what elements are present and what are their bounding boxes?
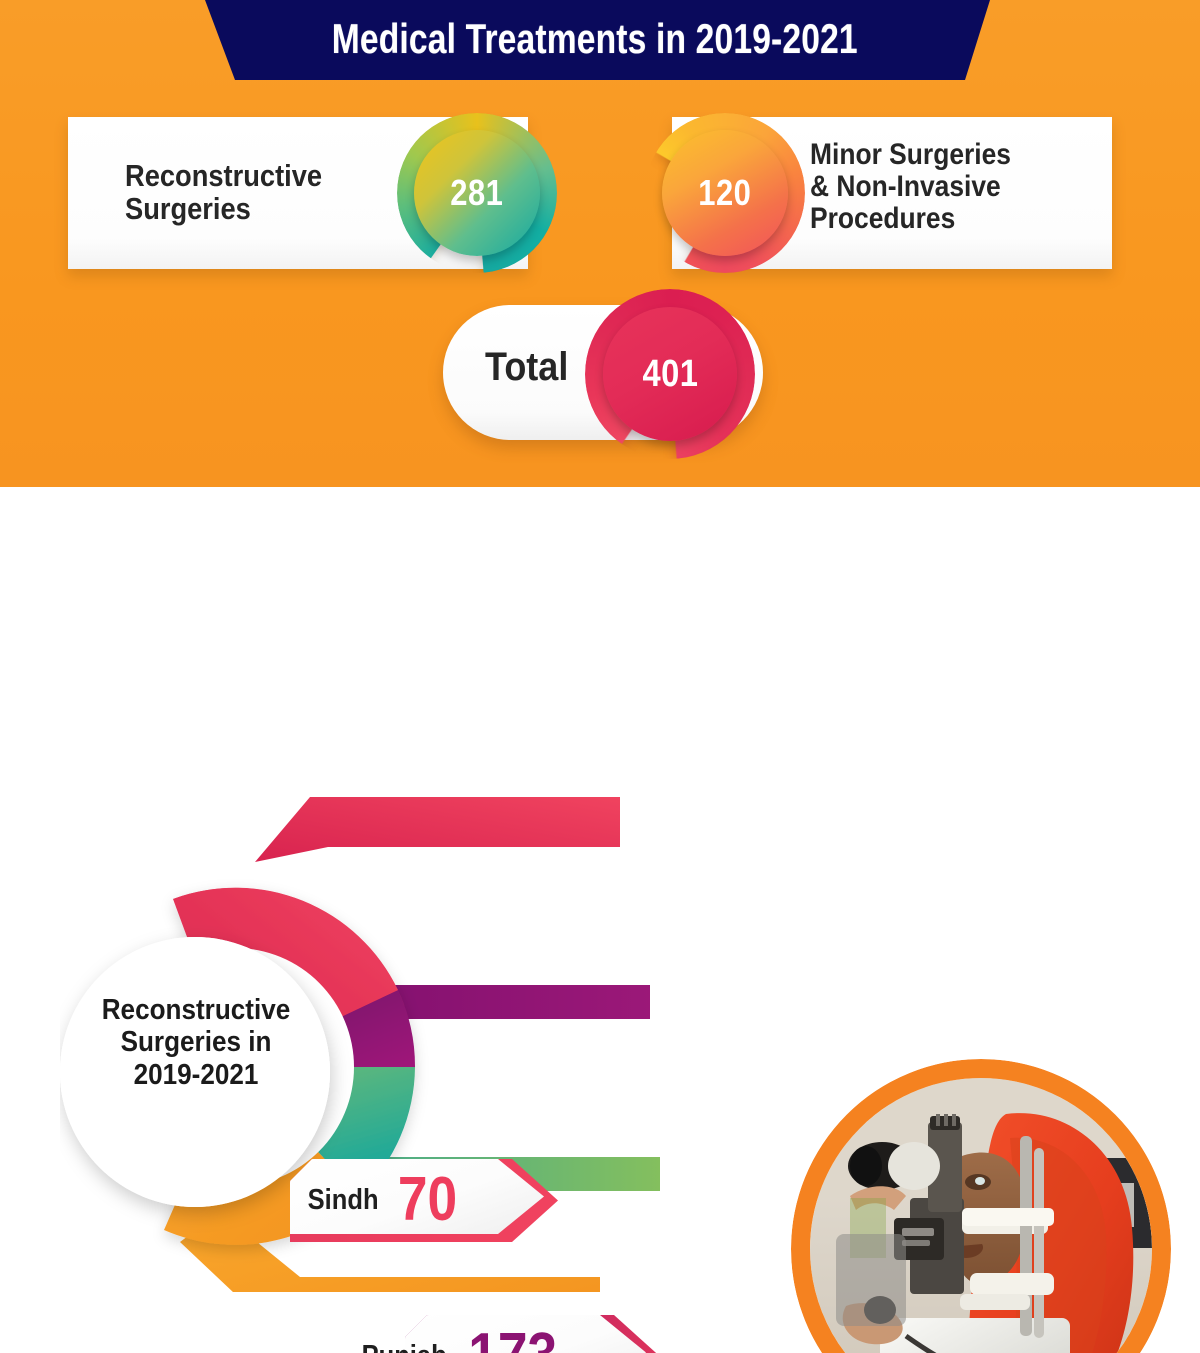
gauge-value-401: 401 xyxy=(642,352,698,395)
card-total-label: Total xyxy=(485,345,569,389)
card-minor-label-line1: Minor Surgeries xyxy=(810,138,1011,171)
banner-punjab[interactable]: Punjab 173 xyxy=(361,1315,660,1353)
gauge-value-281: 281 xyxy=(450,172,504,213)
card-minor-label-line2: & Non-Invasive xyxy=(810,170,1001,204)
banner-sindh-face xyxy=(290,1159,544,1234)
summary-panel: Medical Treatments in 2019-2021 Reconstr… xyxy=(0,0,1200,487)
banner-punjab-value: 173 xyxy=(468,1325,557,1353)
gauge-value-circle-401: 401 xyxy=(603,307,737,441)
page-title: Medical Treatments in 2019-2021 xyxy=(331,14,859,62)
card-minor-label-line3: Procedures xyxy=(810,202,956,236)
donut-center-line2: Surgeries in xyxy=(120,1026,272,1059)
banner-punjab-face xyxy=(405,1315,646,1353)
banner-sindh-value: 70 xyxy=(397,1165,458,1235)
banner-sindh-name: Sindh xyxy=(308,1183,380,1216)
card-reconstructive-label: Reconstructive Surgeries xyxy=(125,159,322,225)
gauge-value-circle-281: 281 xyxy=(414,130,540,256)
gauge-minor-surgeries: 120 xyxy=(645,113,805,273)
donut-center-line1: Reconstructive xyxy=(101,994,291,1026)
eye-examination-photo xyxy=(791,1059,1171,1353)
eye-examination-photo-image xyxy=(810,1078,1152,1353)
banner-punjab-name: Punjab xyxy=(361,1341,446,1353)
card-minor-label: Minor Surgeries & Non-Invasive Procedure… xyxy=(810,138,1011,236)
card-reconstructive-label-line2: Surgeries xyxy=(125,191,251,227)
gauge-reconstructive-surgeries: 281 xyxy=(397,113,557,273)
banner-sindh[interactable]: Sindh 70 xyxy=(290,1159,558,1242)
page-title-banner: Medical Treatments in 2019-2021 xyxy=(205,0,990,80)
donut-center-line3: 2019-2021 xyxy=(133,1058,259,1091)
card-reconstructive-label-line1: Reconstructive xyxy=(125,158,323,193)
breakdown-panel: Reconstructive Surgeries in 2019-2021 Si… xyxy=(0,487,1200,1353)
connector-sindh xyxy=(255,797,620,862)
gauge-value-circle-120: 120 xyxy=(662,130,788,256)
gauge-value-120: 120 xyxy=(698,172,752,213)
donut-center-label: Reconstructive Surgeries in 2019-2021 xyxy=(60,994,332,1091)
gauge-total-treatments: 401 xyxy=(585,289,755,459)
